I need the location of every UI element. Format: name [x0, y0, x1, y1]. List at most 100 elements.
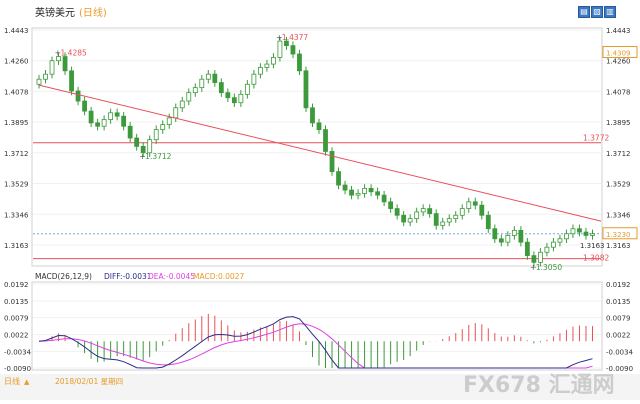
trendline-layer — [38, 84, 602, 222]
candle-body — [303, 70, 309, 109]
candle-body — [518, 230, 524, 243]
dif-line — [38, 316, 593, 369]
candle-body — [75, 90, 81, 102]
footer-bar — [0, 374, 640, 400]
candle-body — [388, 201, 394, 209]
candle-body — [56, 56, 61, 62]
candle-body — [284, 40, 289, 47]
candle-body — [218, 82, 224, 94]
high-label: 1.4285 — [61, 49, 87, 58]
candle-body — [349, 189, 354, 196]
top-price-label: 1.4309 — [606, 50, 631, 58]
zoom-icon[interactable]: ▧ — [591, 6, 603, 18]
candle-body — [166, 117, 172, 125]
macd-tick-label: -0.0090 — [606, 365, 633, 373]
footer-date: 2018/02/01 星期四 — [55, 377, 123, 386]
candle-body — [531, 255, 537, 263]
main-plot-frame — [31, 27, 603, 267]
macd-dif-label: DIFF:-0.0031 — [104, 272, 152, 281]
candle-body — [69, 70, 74, 92]
candle-body — [355, 193, 361, 196]
candle-body — [95, 122, 101, 127]
candle-body — [277, 40, 283, 58]
candle-body — [114, 112, 120, 117]
candle-body — [433, 213, 439, 226]
high-marker: + — [55, 49, 62, 58]
macd-value-label: MACD:0.0027 — [193, 272, 244, 281]
candle-body — [427, 208, 433, 215]
macd-tick-label-left: -0.0090 — [4, 365, 31, 373]
macd-tick-label-left: -0.0034 — [4, 348, 32, 356]
high-marker: + — [276, 33, 283, 42]
chart-title-period: (日线) — [79, 6, 107, 19]
macd-tick-label-left: 0.0079 — [4, 315, 29, 323]
candle-body — [231, 97, 237, 104]
candle-body — [160, 124, 166, 131]
chart-title-pair: 英镑美元 — [35, 6, 75, 19]
candle-body — [251, 73, 257, 85]
price-tick-label: 1.3346 — [606, 211, 631, 219]
candle-body — [570, 228, 576, 235]
annotations-layer: +1.4285+ 1.4377+ 1.3712+ 1.30501.37721.3082… — [55, 33, 638, 272]
price-tick-label: 1.4260 — [606, 58, 631, 66]
price-tick-label: 1.4443 — [606, 27, 631, 35]
candle-body — [524, 241, 530, 257]
candle-body — [62, 56, 68, 72]
candle-body — [153, 129, 159, 141]
price-tick-label: 1.3529 — [606, 181, 631, 189]
low-label: 1.3050 — [536, 263, 562, 272]
price-tick-label-left: 1.4260 — [4, 58, 29, 66]
price-tick-label: 1.3712 — [606, 150, 631, 158]
top-price-box — [602, 46, 638, 59]
low-marker: + — [139, 152, 146, 161]
candle-body — [466, 201, 472, 209]
candle-body — [342, 184, 348, 191]
candle-body — [134, 137, 140, 147]
candle-body — [446, 218, 452, 223]
candle-body — [238, 93, 244, 104]
candle-body — [199, 78, 205, 89]
chart-type-icon[interactable]: ▤ — [578, 6, 590, 18]
candle-body — [205, 73, 211, 80]
candle-body — [381, 194, 387, 203]
candle-body — [407, 218, 413, 223]
candle-body — [485, 214, 491, 230]
options-icon[interactable]: ▥ — [604, 6, 616, 18]
candle-body — [492, 228, 498, 240]
price-tick-label-left: 1.3529 — [4, 181, 29, 189]
price-tick-label-left: 1.3346 — [4, 211, 29, 219]
candle-body — [472, 201, 478, 206]
macd-tick-label: -0.0034 — [606, 348, 634, 356]
last-price-box — [602, 227, 638, 240]
candle-body — [36, 78, 42, 85]
macd-dea-label: DEA:-0.0045 — [148, 272, 195, 281]
candle-body — [329, 151, 335, 173]
candle-body — [121, 115, 127, 127]
macd-label: MACD(26,12,9) — [35, 272, 92, 281]
price-axis: 1.4443 1.4443 1.4260 1.4260 1.4078 1.4078 1.38… — [4, 27, 631, 250]
candle-body — [257, 67, 263, 75]
candle-body — [271, 56, 276, 65]
candle-body — [336, 171, 341, 186]
candle-body — [420, 208, 426, 213]
candle-body — [583, 231, 589, 236]
macd-axis: 0.0192 0.0192 0.0135 0.0135 0.0079 0.0079 0.00… — [4, 281, 634, 373]
candle-body — [212, 73, 218, 83]
price-tick-label-left: 1.3163 — [4, 242, 29, 250]
candle-body — [186, 92, 192, 102]
candle-body — [590, 233, 595, 236]
candle-body — [401, 214, 407, 223]
candle-body — [290, 45, 296, 55]
horizontal-levels — [33, 142, 601, 260]
candle-body — [147, 139, 153, 154]
price-tick-label-left: 1.3712 — [4, 150, 29, 158]
candle-body — [479, 204, 485, 216]
candle-body — [316, 122, 322, 131]
candle-body — [375, 191, 381, 196]
candle-body — [537, 251, 543, 263]
candle-body — [557, 238, 563, 243]
footer-period[interactable]: 日线 — [4, 376, 20, 386]
trendline — [38, 84, 602, 222]
candle-body — [82, 100, 87, 112]
